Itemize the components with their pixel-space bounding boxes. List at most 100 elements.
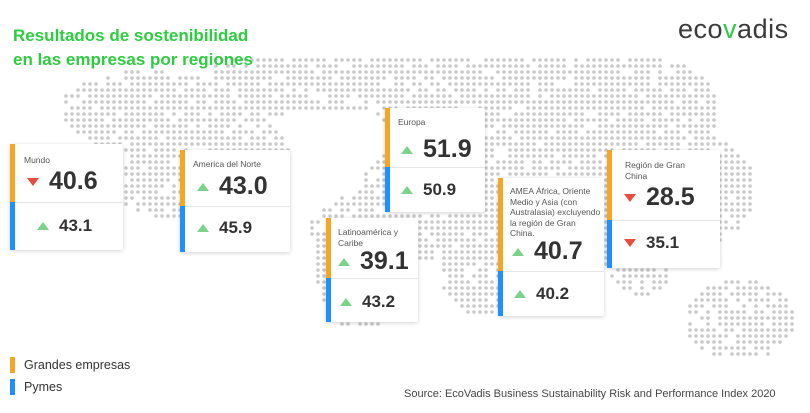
map-dot — [172, 82, 176, 86]
map-dot — [256, 70, 260, 74]
map-dot — [700, 346, 704, 350]
map-dot — [646, 88, 650, 92]
map-dot — [688, 100, 692, 104]
map-dot — [220, 88, 224, 92]
map-dot — [706, 292, 710, 296]
map-dot — [166, 88, 170, 92]
map-dot — [556, 136, 560, 140]
map-dot — [232, 130, 236, 134]
map-dot — [520, 160, 524, 164]
map-dot — [736, 352, 740, 356]
map-dot — [298, 94, 302, 98]
map-dot — [280, 106, 284, 110]
map-dot — [742, 202, 746, 206]
map-dot — [208, 142, 212, 146]
map-dot — [238, 76, 242, 80]
map-dot — [250, 70, 254, 74]
map-dot — [610, 58, 614, 62]
map-dot — [466, 286, 470, 290]
map-dot — [382, 64, 386, 68]
map-dot — [460, 286, 464, 290]
map-dot — [454, 262, 458, 266]
map-dot — [586, 142, 590, 146]
map-dot — [400, 100, 404, 104]
map-dot — [712, 118, 716, 122]
map-dot — [742, 196, 746, 200]
map-dot — [664, 100, 668, 104]
map-dot — [526, 148, 530, 152]
map-dot — [502, 58, 506, 62]
map-dot — [640, 280, 644, 284]
map-dot — [196, 112, 200, 116]
map-dot — [604, 64, 608, 68]
map-dot — [724, 322, 728, 326]
map-dot — [286, 64, 290, 68]
map-dot — [484, 112, 488, 116]
map-dot — [382, 70, 386, 74]
map-dot — [136, 136, 140, 140]
map-dot — [712, 100, 716, 104]
map-dot — [736, 178, 740, 182]
map-dot — [544, 118, 548, 122]
map-dot — [106, 82, 110, 86]
map-dot — [778, 310, 782, 314]
map-dot — [178, 118, 182, 122]
map-dot — [484, 214, 488, 218]
map-dot — [298, 82, 302, 86]
map-dot — [130, 130, 134, 134]
map-dot — [676, 94, 680, 98]
map-dot — [568, 88, 572, 92]
map-dot — [136, 178, 140, 182]
map-dot — [568, 94, 572, 98]
map-dot — [742, 172, 746, 176]
map-dot — [562, 76, 566, 80]
map-dot — [646, 82, 650, 86]
map-dot — [520, 58, 524, 62]
map-dot — [370, 214, 374, 218]
map-dot — [730, 226, 734, 230]
map-dot — [580, 148, 584, 152]
map-dot — [562, 112, 566, 116]
map-dot — [730, 328, 734, 332]
map-dot — [370, 88, 374, 92]
map-dot — [214, 94, 218, 98]
map-dot — [490, 142, 494, 146]
map-dot — [622, 280, 626, 284]
map-dot — [214, 100, 218, 104]
map-dot — [226, 76, 230, 80]
map-dot — [670, 136, 674, 140]
map-dot — [352, 58, 356, 62]
map-dot — [658, 88, 662, 92]
map-dot — [364, 106, 368, 110]
map-dot — [256, 106, 260, 110]
map-dot — [730, 160, 734, 164]
map-dot — [526, 94, 530, 98]
map-dot — [748, 286, 752, 290]
map-dot — [292, 94, 296, 98]
map-dot — [214, 136, 218, 140]
map-dot — [532, 118, 536, 122]
map-dot — [334, 88, 338, 92]
map-dot — [322, 262, 326, 266]
map-dot — [610, 112, 614, 116]
map-dot — [568, 124, 572, 128]
map-dot — [592, 100, 596, 104]
map-dot — [172, 106, 176, 110]
map-dot — [784, 316, 788, 320]
map-dot — [190, 118, 194, 122]
map-dot — [184, 76, 188, 80]
map-dot — [622, 286, 626, 290]
map-dot — [220, 70, 224, 74]
map-dot — [562, 118, 566, 122]
map-dot — [514, 64, 518, 68]
map-dot — [118, 136, 122, 140]
map-dot — [418, 244, 422, 248]
map-dot — [664, 142, 668, 146]
map-dot — [748, 166, 752, 170]
map-dot — [496, 100, 500, 104]
map-dot — [154, 214, 158, 218]
map-dot — [412, 70, 416, 74]
map-dot — [604, 70, 608, 74]
title-line-1: Resultados de sostenibilidad — [13, 26, 249, 45]
map-dot — [748, 190, 752, 194]
